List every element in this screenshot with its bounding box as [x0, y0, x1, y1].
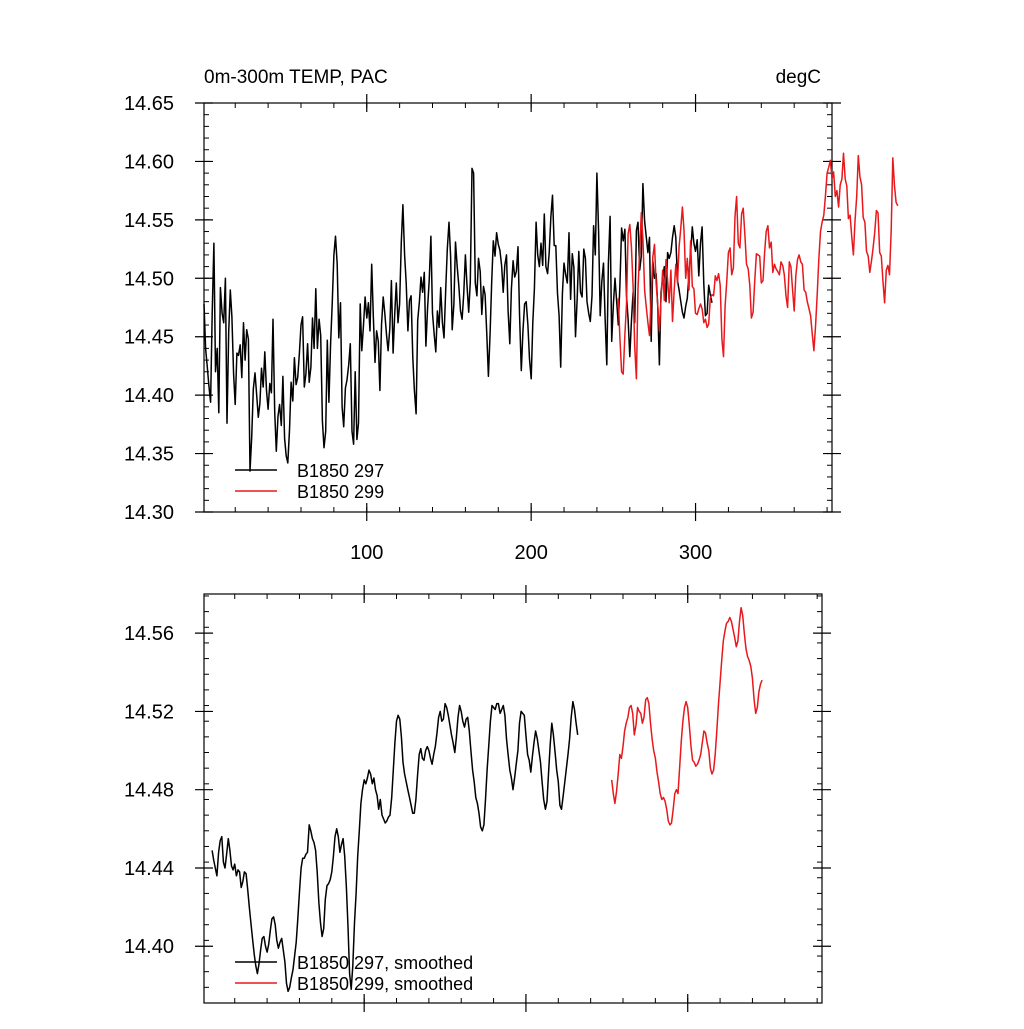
- y-tick-label: 14.55: [124, 210, 174, 232]
- legend-label: B1850 299, smoothed: [297, 974, 473, 994]
- series-line-b1850-299: [610, 606, 763, 826]
- y-tick-label: 14.65: [124, 93, 174, 115]
- y-tick-label: 14.60: [124, 151, 174, 173]
- legend-label: B1850 297, smoothed: [297, 953, 473, 973]
- series-line-b1850-297: [211, 700, 579, 993]
- y-tick-label: 14.45: [124, 327, 174, 349]
- y-tick-label: 14.40: [124, 936, 174, 958]
- legend-label: B1850 297: [297, 461, 384, 481]
- top-panel-legend: B1850 297 B1850 299: [235, 461, 384, 502]
- bottom-panel-plot-area: [203, 593, 823, 1004]
- bottom-panel-series: [211, 606, 763, 993]
- y-tick-label: 14.48: [124, 780, 174, 802]
- y-tick-label: 14.52: [124, 701, 174, 723]
- y-tick-label: 14.44: [124, 858, 174, 880]
- bottom-panel: 14.40 14.44 14.48 14.52 14.56 B1850 297, smo…: [124, 585, 831, 1012]
- series-line-b1850-297: [203, 167, 713, 472]
- top-panel-ticks: 14.30 14.35 14.40 14.45 14.50 14.55 14.60 14.65…: [124, 93, 841, 564]
- x-tick-label: 200: [514, 542, 547, 564]
- top-panel: 0m-300m TEMP, PAC degC 14.3014.3514.4014…: [124, 67, 899, 564]
- top-panel-units: degC: [776, 67, 821, 88]
- top-panel-title: 0m-300m TEMP, PAC: [204, 67, 388, 88]
- x-tick-label: 300: [679, 542, 712, 564]
- legend-label: B1850 299: [297, 482, 384, 502]
- y-tick-label: 14.30: [124, 502, 174, 524]
- y-tick-label: 14.56: [124, 623, 174, 645]
- y-tick-label: 14.35: [124, 444, 174, 466]
- y-tick-label: 14.50: [124, 268, 174, 290]
- bottom-panel-legend: B1850 297, smoothed B1850 299, smoothed: [235, 953, 473, 994]
- x-tick-label: 100: [350, 542, 383, 564]
- top-panel-series: [203, 152, 899, 472]
- bottom-panel-ticks: 14.40 14.44 14.48 14.52 14.56: [124, 585, 831, 1012]
- top-panel-plot-area: [203, 102, 833, 513]
- series-line-b1850-299: [617, 152, 899, 380]
- y-tick-label: 14.40: [124, 385, 174, 407]
